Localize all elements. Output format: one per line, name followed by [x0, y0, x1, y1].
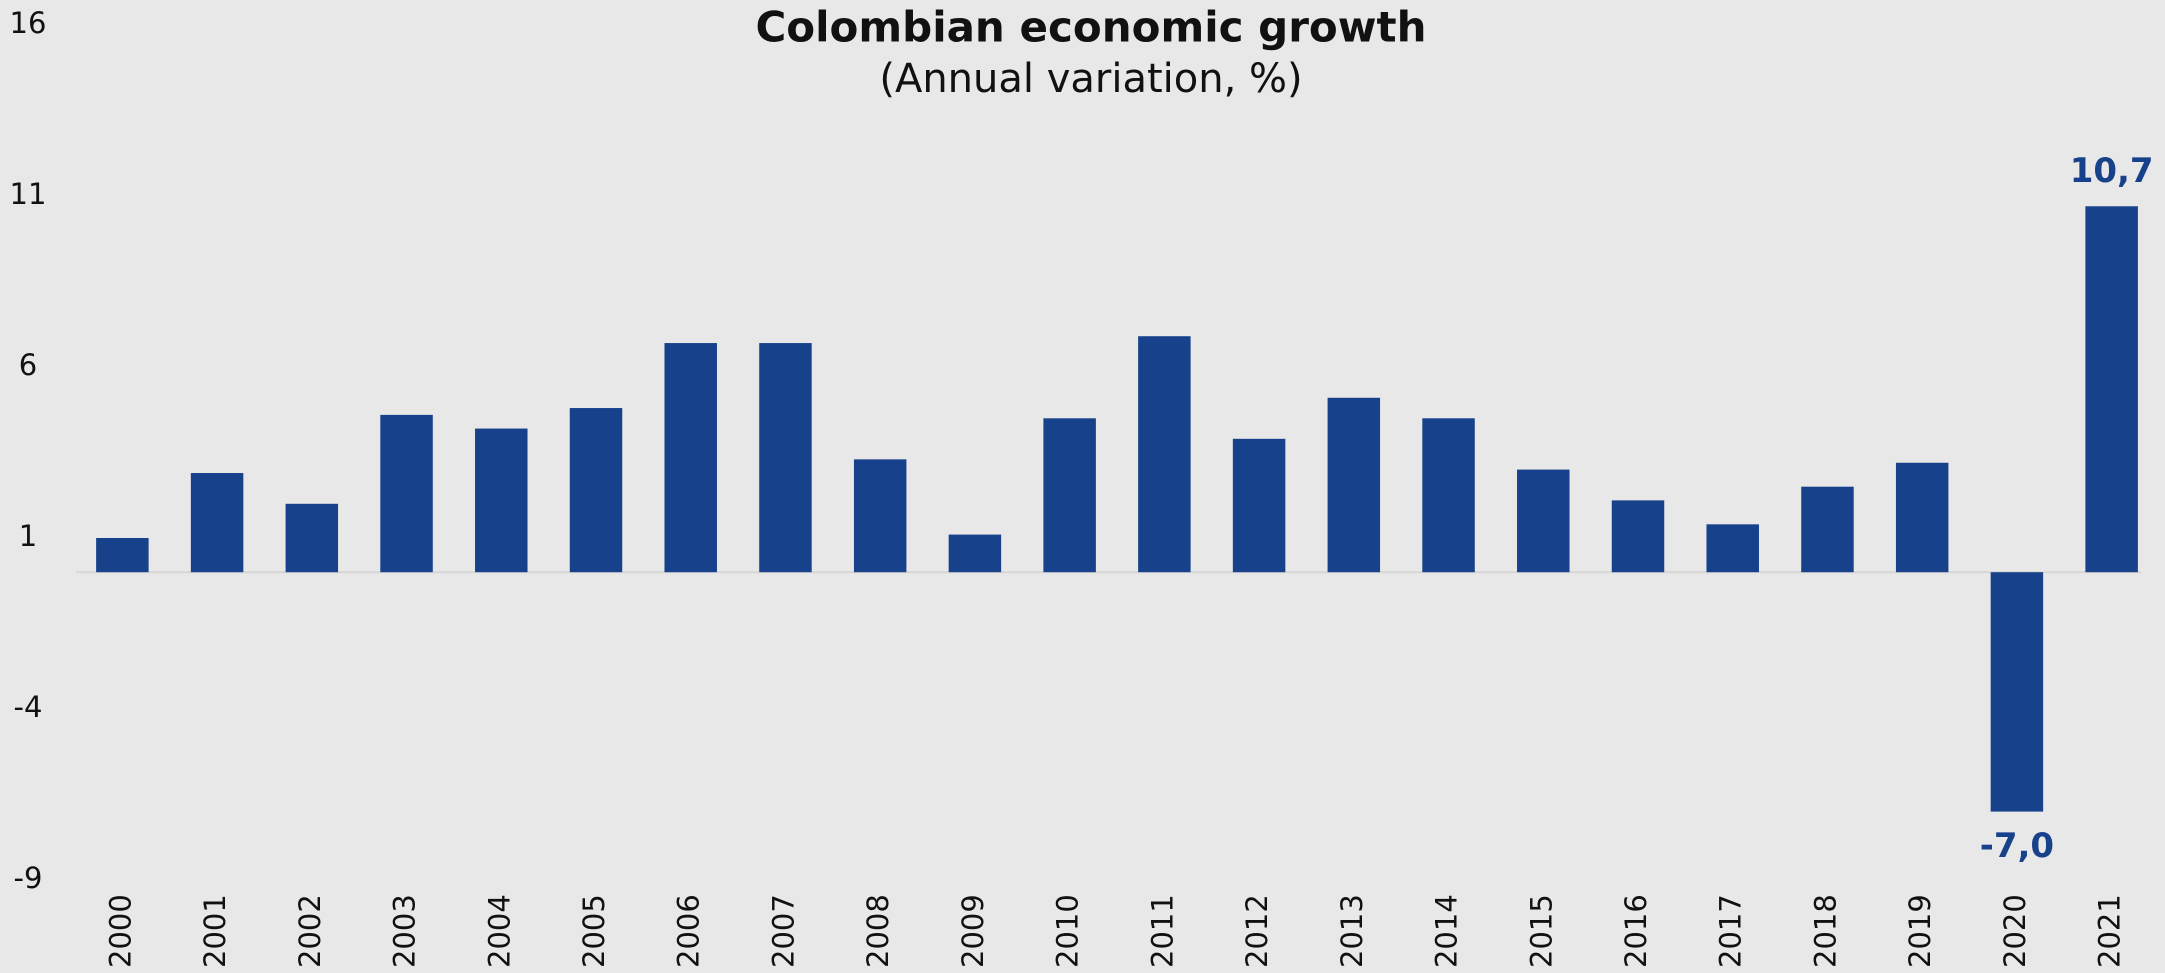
- bar: [759, 343, 812, 573]
- y-tick-label: -9: [14, 861, 43, 895]
- bar: [1232, 438, 1286, 573]
- x-tick-label: 2005: [577, 894, 611, 968]
- bar: [2085, 206, 2138, 573]
- bar: [1990, 572, 2044, 812]
- bar: [380, 414, 433, 573]
- bar: [569, 408, 623, 573]
- bar: [1895, 462, 1949, 573]
- y-tick-label: 16: [10, 6, 47, 40]
- y-tick-label: 11: [10, 177, 47, 211]
- x-tick-label: 2000: [103, 894, 137, 968]
- x-tick-label: 2006: [672, 894, 706, 968]
- chart-subtitle: (Annual variation, %): [879, 56, 1302, 102]
- x-tick-label: 2004: [482, 894, 516, 968]
- x-tick-label: 2020: [1998, 894, 2032, 968]
- bar: [1422, 418, 1475, 573]
- x-tick-label: 2015: [1524, 894, 1558, 968]
- bar: [948, 534, 1002, 573]
- x-tick-label: 2016: [1619, 894, 1653, 968]
- x-tick-label: 2009: [956, 894, 990, 968]
- bar: [1327, 397, 1381, 573]
- bar: [1706, 524, 1759, 573]
- x-tick-label: 2012: [1240, 894, 1274, 968]
- x-tick-label: 2018: [1808, 894, 1842, 968]
- x-tick-label: 2021: [2093, 894, 2127, 968]
- bar: [285, 503, 339, 573]
- y-tick-label: -4: [14, 690, 43, 724]
- bar: [664, 343, 717, 573]
- bar: [96, 538, 149, 573]
- x-tick-label: 2002: [293, 894, 327, 968]
- data-label: 10,7: [2070, 151, 2154, 191]
- y-tick-label: 1: [19, 519, 37, 553]
- x-tick-label: 2008: [861, 894, 895, 968]
- bar: [1043, 418, 1096, 573]
- x-tick-label: 2019: [1903, 894, 1937, 968]
- x-tick-label: 2017: [1714, 894, 1748, 968]
- x-tick-label: 2013: [1335, 894, 1369, 968]
- bar: [1611, 500, 1665, 573]
- x-tick-label: 2014: [1430, 894, 1464, 968]
- bar: [475, 428, 528, 573]
- chart-title: Colombian economic growth: [755, 3, 1426, 52]
- data-label: -7,0: [1980, 826, 2054, 866]
- bar: [1138, 336, 1191, 573]
- x-tick-label: 2001: [198, 894, 232, 968]
- bar: [853, 459, 907, 573]
- bar: [1801, 486, 1854, 573]
- x-tick-label: 2011: [1145, 894, 1179, 968]
- x-tick-label: 2010: [1051, 894, 1085, 968]
- y-tick-label: 6: [19, 348, 37, 382]
- x-tick-label: 2003: [388, 894, 422, 968]
- bar: [190, 473, 244, 573]
- bar: [1517, 469, 1570, 573]
- x-tick-label: 2007: [766, 894, 800, 968]
